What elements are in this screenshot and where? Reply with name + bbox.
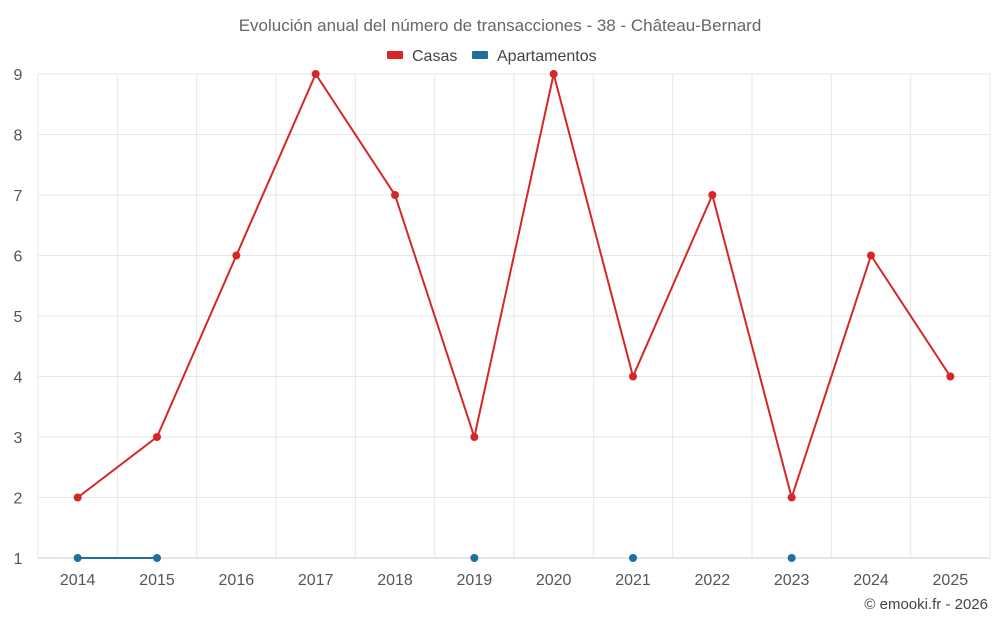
x-tick-label: 2023 <box>774 572 810 589</box>
x-tick-label: 2015 <box>139 572 175 589</box>
data-point-casas[interactable] <box>549 70 558 78</box>
data-point-casas[interactable] <box>708 191 717 199</box>
series-casas <box>73 70 955 502</box>
x-tick-label: 2020 <box>536 572 572 589</box>
data-point-casas[interactable] <box>470 433 479 441</box>
data-point-casas[interactable] <box>232 251 241 260</box>
series-apartamentos <box>73 554 796 562</box>
y-axis: 1 2 3 4 5 6 7 8 9 <box>14 67 23 568</box>
y-tick-label: 4 <box>14 370 23 387</box>
data-point-apartamentos[interactable] <box>153 554 161 562</box>
data-point-apartamentos[interactable] <box>73 554 82 562</box>
x-axis: 2014 2015 2016 2017 2018 2019 2020 2021 2022 2023… <box>60 572 968 589</box>
data-point-casas[interactable] <box>73 493 82 502</box>
y-tick-label: 9 <box>14 67 23 84</box>
x-tick-label: 2024 <box>853 572 889 589</box>
x-tick-label: 2021 <box>615 572 651 589</box>
y-tick-label: 5 <box>14 309 23 326</box>
x-tick-label: 2019 <box>457 572 493 589</box>
data-point-casas[interactable] <box>153 433 161 441</box>
y-tick-label: 7 <box>14 188 23 205</box>
legend-swatch-casas <box>387 51 403 59</box>
x-tick-label: 2016 <box>219 572 255 589</box>
legend-item-casas[interactable]: Casas <box>387 48 457 65</box>
data-point-casas[interactable] <box>629 372 637 381</box>
x-tick-label: 2022 <box>695 572 731 589</box>
data-point-casas[interactable] <box>946 372 955 381</box>
plot-area <box>73 70 955 562</box>
data-point-casas[interactable] <box>311 70 320 78</box>
credits[interactable]: © emooki.fr - 2026 <box>864 596 988 613</box>
x-tick-label: 2014 <box>60 572 96 589</box>
data-point-apartamentos[interactable] <box>470 554 479 562</box>
y-tick-label: 2 <box>14 491 23 508</box>
x-tick-label: 2025 <box>933 572 969 589</box>
chart-title: Evolución anual del número de transaccio… <box>239 16 762 35</box>
data-point-casas[interactable] <box>787 493 796 502</box>
data-point-apartamentos[interactable] <box>787 554 796 562</box>
series-line-casas <box>77 73 952 499</box>
y-tick-label: 6 <box>14 249 23 266</box>
data-point-casas[interactable] <box>867 251 875 260</box>
legend-label-apartamentos[interactable]: Apartamentos <box>497 48 597 65</box>
legend-item-apartamentos[interactable]: Apartamentos <box>472 48 597 65</box>
data-point-apartamentos[interactable] <box>629 554 637 562</box>
x-tick-label: 2017 <box>298 572 334 589</box>
y-tick-label: 3 <box>14 430 23 447</box>
legend: Casas Apartamentos <box>387 48 597 65</box>
grid <box>37 73 991 558</box>
y-tick-label: 1 <box>14 551 23 568</box>
legend-swatch-apartamentos <box>472 51 488 59</box>
legend-label-casas[interactable]: Casas <box>412 48 457 65</box>
x-tick-label: 2018 <box>377 572 413 589</box>
data-point-casas[interactable] <box>391 191 399 199</box>
y-tick-label: 8 <box>14 128 23 145</box>
